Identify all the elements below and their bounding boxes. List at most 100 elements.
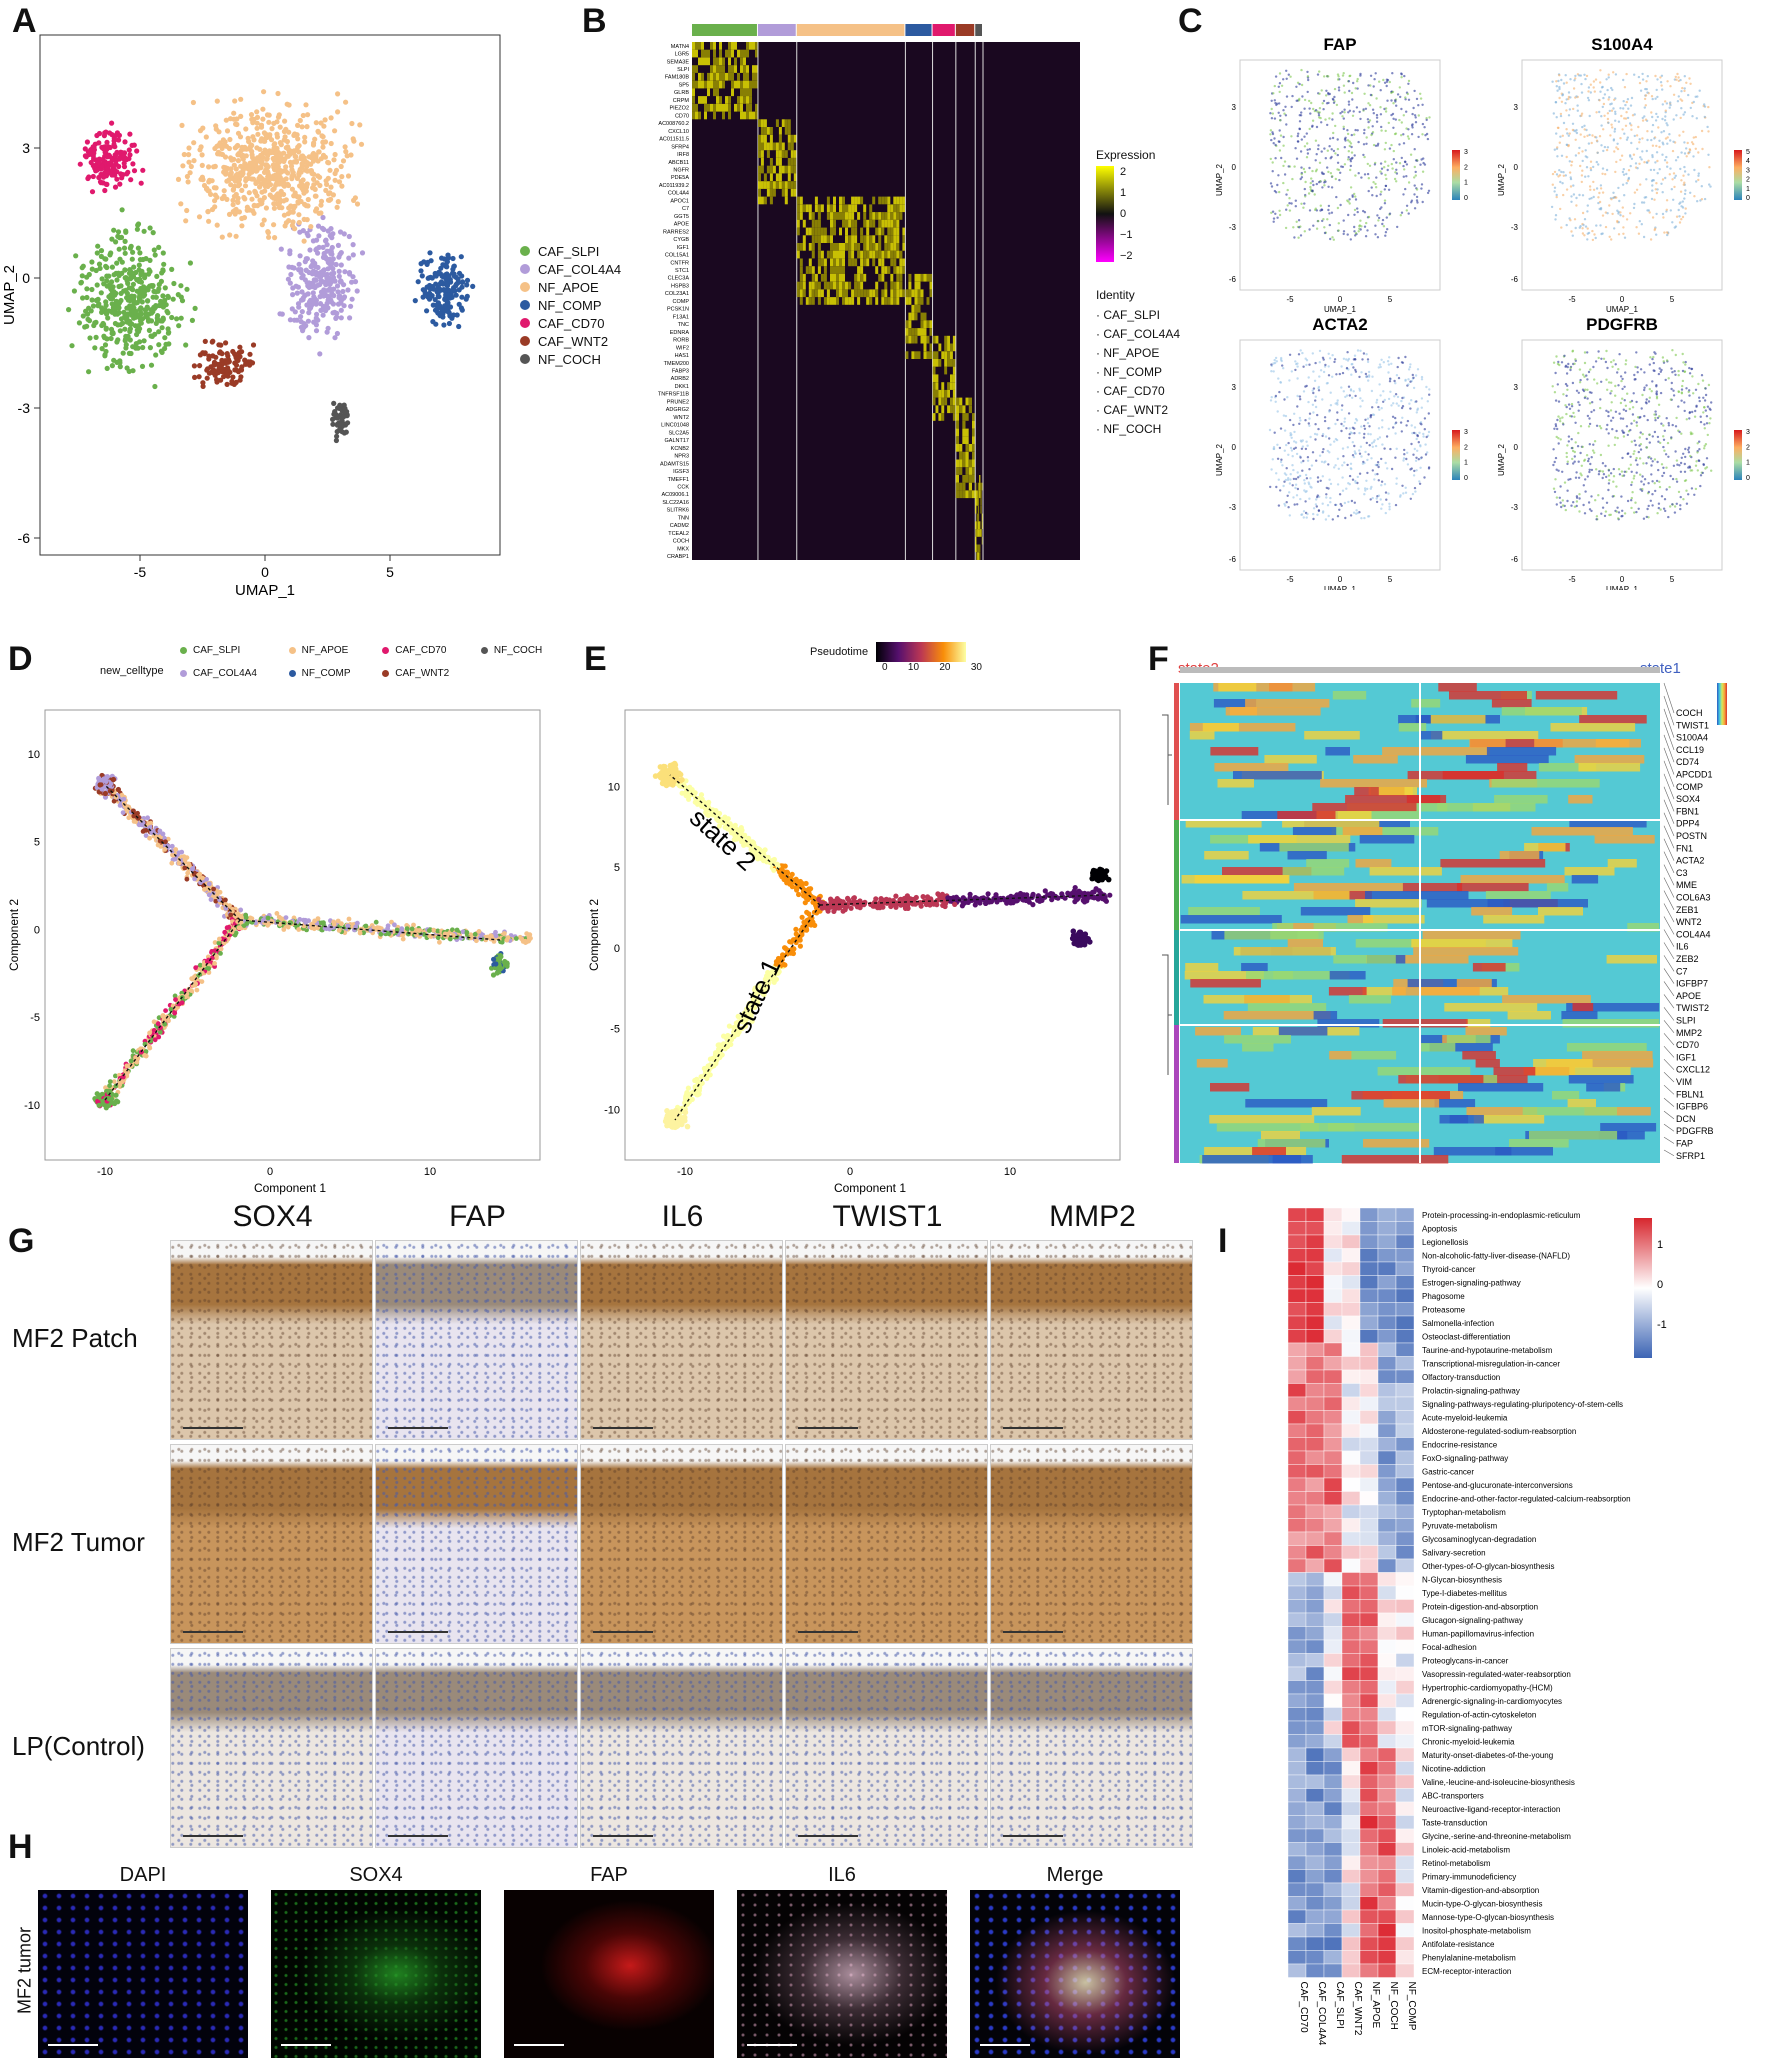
heatmap-cell — [1396, 1775, 1414, 1789]
umap-cell — [85, 175, 91, 182]
heatmap-cell — [1396, 1613, 1414, 1627]
umap-cell — [319, 133, 325, 139]
umap-cell — [315, 264, 321, 271]
pathway-label: Pentose-and-glucuronate-interconversions — [1422, 1481, 1573, 1490]
pathway-label: Salivary-secretion — [1422, 1549, 1486, 1558]
umap-cell — [302, 139, 308, 145]
heatmap-cell — [1288, 1356, 1306, 1370]
umap-cell — [186, 145, 192, 151]
umap-cell — [109, 236, 115, 242]
umap-cell — [138, 180, 144, 186]
umap-cell — [261, 89, 267, 95]
umap-cell — [336, 179, 343, 185]
umap-cell — [84, 294, 90, 301]
umap-cell — [310, 298, 316, 304]
heatmap-cell — [1360, 1424, 1378, 1438]
heatmap-cell — [1306, 1802, 1324, 1816]
x-tick-label: -5 — [1568, 575, 1576, 584]
legend-swatch — [382, 647, 390, 654]
y-tick-label: 0 — [1232, 163, 1237, 172]
if-image — [271, 1890, 481, 2058]
umap-cell — [282, 118, 288, 124]
umap-cell — [94, 167, 100, 173]
scale-tick: 1 — [1120, 187, 1127, 199]
umap-cell — [310, 290, 316, 296]
umap-cell — [116, 132, 122, 138]
identity-bar — [955, 24, 975, 36]
heatmap-cell — [1396, 1694, 1414, 1708]
if-column-label: Merge — [1046, 1864, 1104, 1886]
umap-cell — [148, 283, 154, 289]
umap-cell — [301, 238, 307, 244]
umap-cell — [126, 368, 132, 374]
umap-cell — [304, 181, 310, 187]
umap-cell — [222, 154, 229, 160]
pathway-label: Glucagon-signaling-pathway — [1422, 1616, 1523, 1625]
panel-a-legend: CAF_SLPI CAF_COL4A4 NF_APOE NF_COMP CAF_CD70… — [520, 242, 660, 368]
legend-item: CAF_SLPI — [180, 645, 275, 656]
umap-cell — [136, 278, 142, 284]
umap-cell — [94, 250, 100, 256]
gene-label: PDE5A — [671, 175, 689, 181]
umap-cell — [111, 141, 117, 148]
y-tick-label: -10 — [604, 1104, 620, 1116]
umap-cell — [238, 113, 244, 119]
umap-cell — [316, 233, 322, 239]
umap-cell — [99, 306, 105, 312]
umap-cell — [112, 184, 119, 190]
heatmap-cell — [1396, 1383, 1414, 1397]
umap-cell — [262, 183, 268, 189]
umap-cell — [345, 287, 351, 293]
gene-label: HAS1 — [675, 353, 689, 359]
heatmap-cell — [1342, 1329, 1360, 1343]
umap-cell — [136, 262, 142, 268]
umap-cell — [283, 176, 289, 182]
y-tick-label: 3 — [1232, 383, 1237, 392]
umap-cell — [200, 125, 206, 131]
umap-cell — [212, 192, 218, 198]
umap-cell — [446, 320, 452, 327]
umap-cell — [290, 292, 296, 298]
heatmap-cell — [1342, 1910, 1360, 1924]
umap-cell — [254, 125, 260, 131]
umap-cell — [334, 330, 340, 337]
gene-label: DKK1 — [675, 384, 689, 390]
umap-cell — [197, 147, 203, 153]
umap-cell — [337, 279, 344, 285]
umap-cell — [296, 219, 302, 226]
umap-cell — [437, 287, 443, 293]
heatmap-cell — [1288, 1748, 1306, 1762]
umap-cell — [148, 362, 155, 368]
umap-cell — [116, 156, 123, 162]
identity-bar — [757, 24, 796, 36]
umap-cell — [458, 254, 464, 260]
umap-cell — [276, 168, 282, 175]
gene-label: AC011511.5 — [659, 137, 689, 143]
umap-cell — [93, 334, 99, 340]
umap-cell — [287, 317, 293, 323]
heatmap-cell — [1288, 1775, 1306, 1789]
heatmap-cell — [1396, 1815, 1414, 1829]
state-1-label: state 1 — [726, 954, 786, 1037]
umap-cell — [285, 153, 291, 159]
umap-cell — [255, 131, 261, 137]
umap-cell — [283, 164, 289, 170]
heatmap-cell — [1324, 1262, 1342, 1276]
gene-label: ADGRG2 — [666, 407, 689, 413]
pathway-label: Non-alcoholic-fatty-liver-disease-(NAFLD… — [1422, 1252, 1570, 1261]
umap-cell — [91, 150, 97, 156]
umap-cell — [311, 277, 317, 283]
x-tick-label: 5 — [1670, 295, 1675, 304]
gene-label: C7 — [682, 206, 689, 212]
umap-cell — [230, 209, 236, 215]
scale-tick: 4 — [1746, 158, 1750, 165]
gene-label: COMP — [673, 299, 690, 305]
umap-cell — [340, 158, 347, 164]
umap-cell — [110, 330, 116, 337]
umap-cell — [92, 345, 98, 351]
umap-cell — [117, 364, 123, 370]
gene-label: POSTN — [1676, 831, 1707, 841]
umap-cell — [109, 120, 115, 126]
umap-cell — [451, 312, 457, 318]
umap-cell — [118, 234, 125, 240]
